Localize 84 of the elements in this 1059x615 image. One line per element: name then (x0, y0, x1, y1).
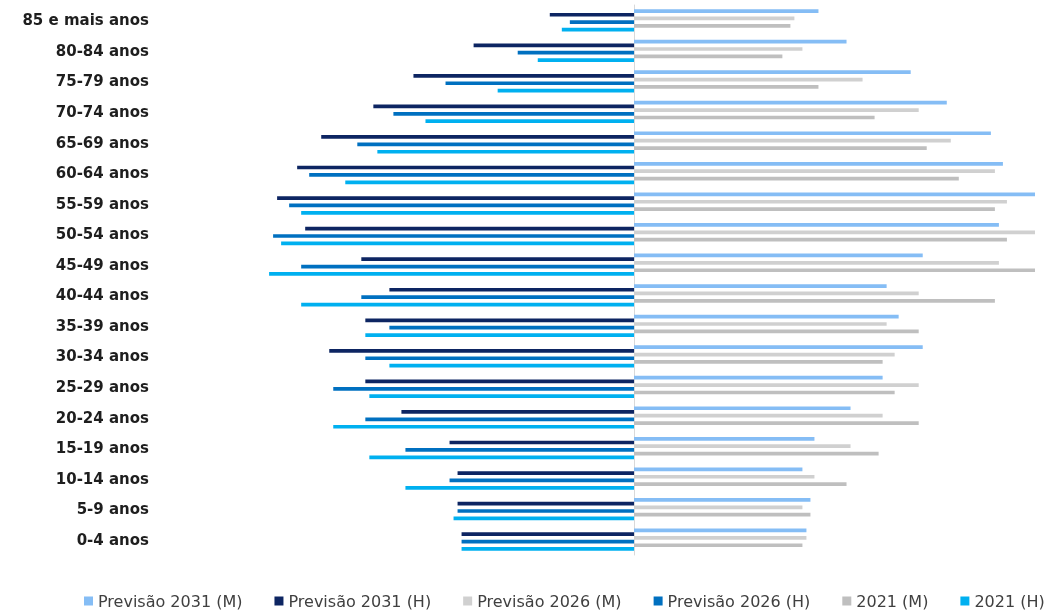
y-tick-label: 65-69 anos (55, 133, 150, 152)
y-tick-label: 50-54 anos (55, 225, 150, 244)
bar (301, 211, 634, 215)
y-tick-label: 15-19 anos (55, 439, 150, 458)
y-tick-label: 25-29 anos (55, 377, 150, 396)
bar (389, 325, 634, 330)
bar (457, 509, 634, 513)
bar (361, 257, 634, 262)
bar (365, 318, 634, 323)
bar (277, 196, 634, 200)
legend-label: Previsão 2026 (H) (667, 591, 811, 611)
bar (389, 287, 634, 292)
bar (537, 58, 634, 62)
y-tick-label: 80-84 anos (55, 41, 150, 60)
bar (405, 448, 634, 452)
legend-label: Previsão 2026 (M) (477, 591, 622, 611)
bar (634, 70, 911, 74)
y-tick-label: 55-59 anos (55, 194, 150, 213)
y-tick-label: 35-39 anos (55, 316, 150, 335)
bar (361, 295, 634, 299)
bar (634, 146, 927, 150)
bar (269, 272, 634, 276)
bar (445, 81, 634, 86)
bar (634, 498, 811, 502)
bar (634, 131, 991, 136)
bar (634, 284, 887, 288)
bar (569, 20, 634, 24)
bar (634, 223, 999, 227)
bar (329, 348, 634, 353)
y-tick-label: 75-79 anos (55, 72, 150, 91)
bar (365, 333, 634, 337)
bar (634, 9, 819, 13)
bar (333, 386, 634, 391)
legend-label: Previsão 2031 (M) (98, 591, 243, 611)
bar (309, 173, 634, 177)
y-tick-label: 0-4 anos (76, 530, 150, 549)
bar (634, 512, 811, 517)
bar (413, 73, 634, 78)
bar (634, 345, 923, 349)
bar (333, 424, 634, 429)
bar (634, 543, 803, 548)
bar (461, 547, 634, 551)
bar (634, 237, 1007, 242)
y-tick-label: 10-14 anos (55, 469, 150, 488)
y-tick-label: 70-74 anos (55, 102, 150, 121)
bar (377, 149, 634, 154)
bar (461, 532, 634, 537)
bar (369, 394, 634, 399)
bar (634, 23, 791, 28)
bar (405, 486, 634, 490)
bar (345, 180, 634, 185)
legend-label: 2021 (H) (974, 591, 1045, 611)
bar (634, 360, 883, 364)
bar (634, 207, 995, 212)
bar (549, 12, 634, 17)
y-tick-label: 5-9 anos (76, 500, 150, 519)
y-tick-label: 30-34 anos (55, 347, 150, 366)
bar (634, 268, 1035, 273)
bar (634, 436, 815, 441)
bar (273, 234, 634, 238)
bar (321, 135, 634, 139)
bar (365, 356, 634, 361)
bar (634, 482, 847, 487)
bar (634, 85, 819, 89)
bar (634, 375, 883, 380)
y-tick-label: 45-49 anos (55, 255, 150, 274)
bar (634, 298, 995, 303)
bar (401, 410, 634, 414)
y-tick-label: 85 e mais anos (22, 11, 150, 30)
bar (473, 43, 634, 48)
y-tick-label: 40-44 anos (55, 286, 150, 305)
bar (634, 161, 1003, 166)
bar (393, 111, 634, 116)
bar (425, 119, 634, 124)
legend-label: 2021 (M) (856, 591, 929, 611)
bar (634, 100, 947, 105)
bar (517, 50, 634, 55)
bar (634, 406, 851, 411)
legend-label: Previsão 2031 (H) (288, 591, 432, 611)
bar (457, 471, 634, 475)
bar (369, 455, 634, 460)
y-tick-label: 60-64 anos (55, 164, 150, 183)
bar (634, 421, 919, 425)
y-tick-label: 20-24 anos (55, 408, 150, 427)
